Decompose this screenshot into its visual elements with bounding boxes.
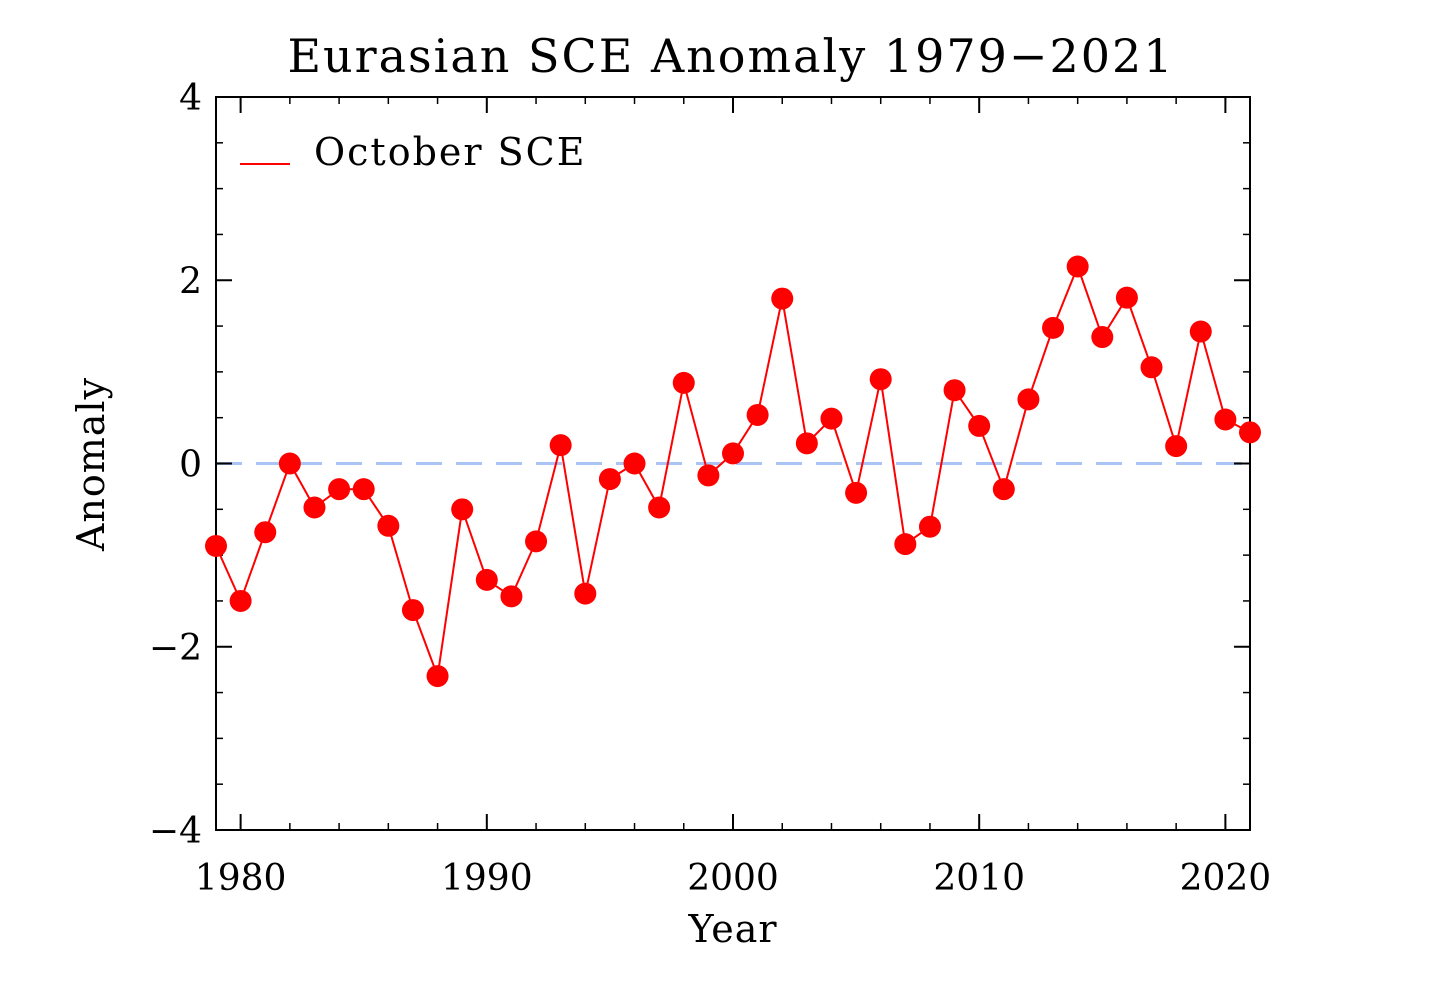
- data-point: [722, 442, 744, 465]
- data-point: [968, 414, 991, 437]
- data-point: [746, 403, 769, 426]
- x-tick-label: 2000: [687, 858, 779, 899]
- data-point: [401, 599, 424, 622]
- data-point: [205, 534, 227, 557]
- data-point: [672, 371, 695, 394]
- data-point: [918, 515, 941, 538]
- legend-label: October SCE: [314, 130, 587, 174]
- data-point: [1017, 388, 1040, 411]
- data-point: [820, 407, 843, 430]
- major-ticks: [216, 96, 1250, 831]
- y-tick-labels: −4 −2 0 2 4: [149, 78, 202, 852]
- data-point: [574, 582, 597, 605]
- data-point: [549, 434, 572, 457]
- data-point: [1042, 316, 1065, 339]
- data-point: [475, 568, 498, 591]
- data-point: [795, 432, 818, 455]
- plot-area: [205, 96, 1261, 831]
- y-tick-label: 2: [179, 261, 202, 302]
- y-tick-label: 4: [179, 78, 202, 119]
- data-point: [894, 533, 917, 556]
- legend: October SCE: [240, 130, 587, 174]
- data-point: [869, 368, 892, 391]
- data-point: [771, 287, 794, 310]
- y-axis-label: Anomaly: [69, 377, 113, 552]
- y-tick-label: −4: [149, 811, 202, 852]
- data-point: [1091, 326, 1114, 349]
- data-point: [1239, 421, 1261, 444]
- x-axis-label: Year: [687, 907, 777, 951]
- data-point: [1165, 435, 1188, 458]
- series-line: [215, 265, 1251, 678]
- data-point: [1189, 320, 1212, 343]
- data-point: [623, 452, 646, 475]
- chart-title: Eurasian SCE Anomaly 1979−2021: [287, 29, 1174, 83]
- x-tick-label: 1990: [441, 858, 533, 899]
- data-point: [500, 585, 523, 608]
- x-tick-label: 1980: [195, 858, 287, 899]
- data-point: [1214, 408, 1237, 431]
- data-point: [1115, 286, 1138, 309]
- y-tick-label: −2: [149, 628, 202, 669]
- data-point: [426, 665, 449, 688]
- data-point: [1140, 356, 1163, 379]
- data-point: [451, 498, 474, 521]
- data-point: [254, 521, 277, 544]
- data-point: [278, 452, 301, 475]
- data-point: [943, 379, 966, 402]
- x-tick-labels: 1980 1990 2000 2010 2020: [195, 858, 1271, 899]
- y-tick-label: 0: [179, 445, 202, 486]
- data-point: [598, 468, 621, 491]
- data-point: [229, 589, 252, 612]
- data-point: [648, 496, 671, 519]
- data-point: [525, 530, 548, 553]
- series-layer: [205, 255, 1261, 688]
- data-point: [352, 478, 375, 501]
- data-point: [1066, 255, 1089, 278]
- data-point: [992, 478, 1015, 501]
- data-point: [328, 478, 351, 501]
- x-tick-label: 2020: [1180, 858, 1272, 899]
- data-point: [377, 514, 400, 537]
- x-tick-label: 2010: [933, 858, 1025, 899]
- data-point: [303, 496, 326, 519]
- data-point: [845, 481, 868, 504]
- data-point: [697, 464, 720, 487]
